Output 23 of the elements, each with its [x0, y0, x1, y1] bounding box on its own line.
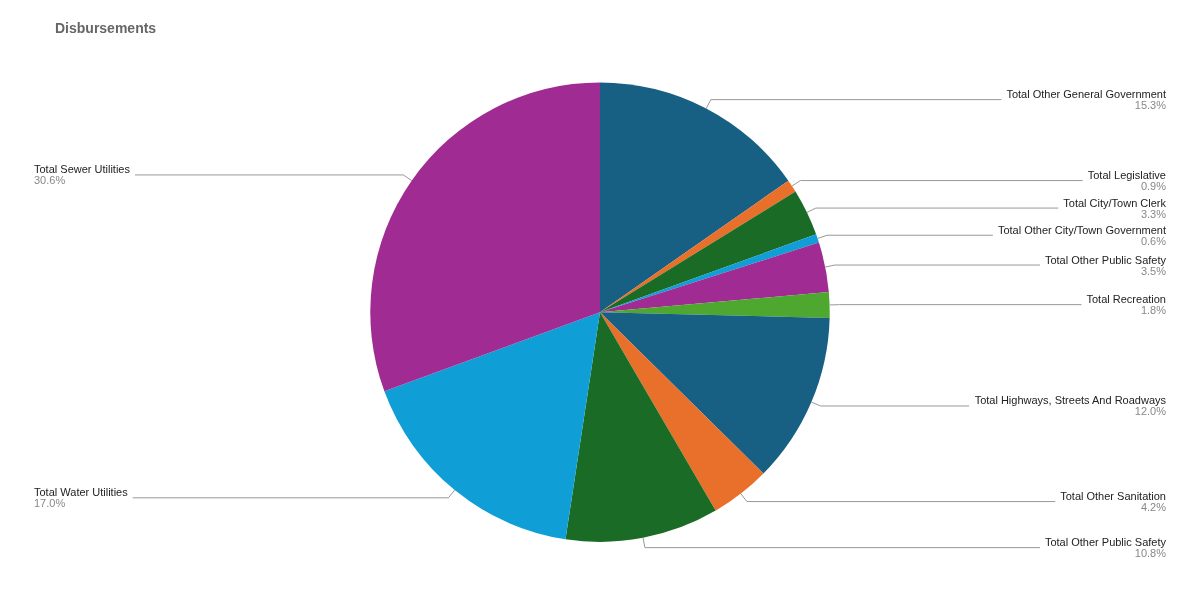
- data-label: 15.3%: [1134, 99, 1167, 112]
- data-label: 1.8%: [1140, 304, 1167, 317]
- slice-label: Total Other Public Safety: [1044, 536, 1167, 549]
- data-label: 0.6%: [1140, 234, 1167, 247]
- data-label: 3.3%: [1140, 207, 1167, 220]
- data-label: 4.2%: [1140, 501, 1167, 514]
- chart-title: Disbursements: [55, 20, 157, 36]
- slice-label: Total Sewer Utilities: [34, 163, 131, 176]
- data-label: 17.0%: [34, 497, 66, 510]
- slice-label: Total City/Town Clerk: [1063, 196, 1167, 209]
- slice-label: Total Other General Government: [1006, 88, 1166, 101]
- slice-label: Total Other Sanitation: [1060, 490, 1166, 503]
- slice-label: Total Recreation: [1086, 293, 1166, 306]
- slice-label: Total Water Utilities: [34, 486, 129, 499]
- data-label: 30.6%: [34, 174, 66, 187]
- slice-label: Total Highways, Streets And Roadways: [974, 394, 1167, 407]
- data-label: 12.0%: [1134, 405, 1167, 418]
- data-label: 3.5%: [1140, 264, 1167, 277]
- slice-label: Total Legislative: [1087, 169, 1166, 182]
- data-label: 0.9%: [1140, 180, 1167, 193]
- data-label: 10.8%: [1134, 547, 1167, 560]
- slice-label: Total Other Public Safety: [1044, 253, 1167, 266]
- slice-label: Total Other City/Town Government: [997, 223, 1166, 236]
